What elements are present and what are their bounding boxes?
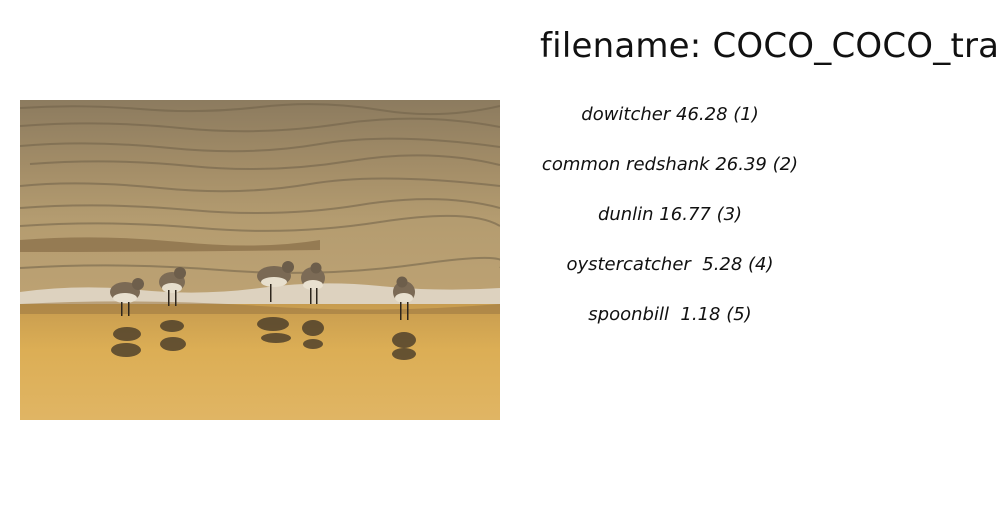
prediction-item: oystercatcher 5.28 (4) [566, 254, 774, 275]
prediction-item: common redshank 26.39 (2) [541, 154, 799, 175]
ripples [20, 103, 500, 274]
bird-5 [393, 276, 415, 320]
prediction-item: spoonbill 1.18 (5) [588, 304, 752, 325]
prediction-list: dowitcher 46.28 (1) common redshank 26.3… [500, 100, 840, 350]
surf-line [20, 283, 500, 306]
prediction-item: dowitcher 46.28 (1) [581, 104, 759, 125]
beach-birds-photo [20, 100, 500, 420]
bird-reflections [111, 317, 416, 360]
bird-3 [257, 261, 294, 302]
birds [110, 261, 415, 320]
filename-title: filename: COCO_COCO_train [540, 26, 1000, 66]
wet-band [20, 237, 320, 252]
bird-2 [159, 267, 186, 306]
bird-4 [301, 262, 325, 304]
prediction-item: dunlin 16.77 (3) [597, 204, 743, 225]
bird-1 [110, 278, 144, 316]
